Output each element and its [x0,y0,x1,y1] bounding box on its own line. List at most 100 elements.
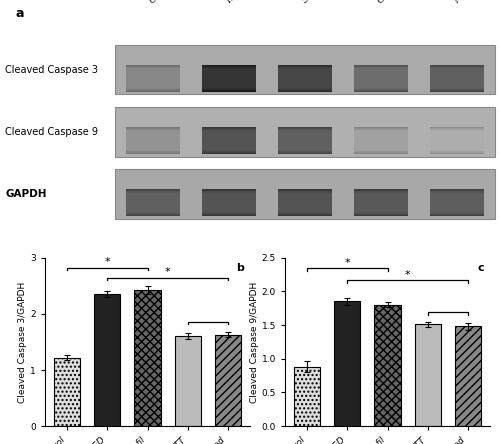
Bar [430,190,484,216]
Bar [430,193,484,213]
Bar [202,66,256,91]
Bar [126,128,180,153]
Bar [278,191,332,214]
Bar [430,128,484,153]
Bar [126,66,180,91]
Bar [126,130,180,151]
Bar [126,127,180,154]
Bar [354,128,408,153]
Bar [202,193,256,213]
Bar [354,191,408,214]
Bar [202,67,256,89]
Bar [354,66,408,91]
Bar [126,129,180,152]
Bar [126,130,180,151]
Bar [430,66,484,91]
Bar [126,189,180,216]
Bar [126,128,180,153]
Bar [430,192,484,214]
Bar [354,189,408,216]
Bar [202,190,256,215]
Bar [278,192,332,213]
Bar [354,190,408,215]
Bar [414,324,440,426]
Bar [278,128,332,153]
Bar [202,68,256,89]
Bar [202,128,256,153]
Bar [202,68,256,88]
Bar [202,66,256,91]
Bar [278,67,332,89]
Bar [202,127,256,154]
Bar [278,129,332,152]
Bar [202,192,256,213]
Bar [126,191,180,214]
Bar [354,65,408,91]
Bar [202,128,256,153]
Bar [126,191,180,214]
Bar [430,67,484,89]
Bar [126,67,180,90]
Bar [202,190,256,215]
Bar [430,128,484,153]
Bar [430,65,484,92]
Bar [430,66,484,91]
Text: Cleaved Caspase 3: Cleaved Caspase 3 [5,65,98,75]
Bar [202,130,256,151]
Bar [278,67,332,90]
Bar [430,190,484,215]
Bar [202,67,256,90]
Bar [278,67,332,89]
Bar [430,191,484,214]
Bar [430,67,484,90]
Bar [126,67,180,89]
Bar [430,191,484,214]
Bar [430,66,484,91]
Bar [354,129,408,152]
Bar [430,68,484,88]
Bar [278,127,332,154]
Bar [278,191,332,214]
Bar [202,193,256,213]
Bar [126,131,180,151]
Bar [430,189,484,216]
Bar [354,128,408,153]
Bar [134,290,160,426]
Bar [126,68,180,88]
Bar [126,129,180,152]
Bar [278,129,332,152]
Bar [278,68,332,89]
Bar [354,131,408,151]
Bar [354,190,408,216]
Bar [214,335,240,426]
Bar [202,65,256,92]
Bar [354,191,408,214]
Bar [278,131,332,151]
Bar [278,65,332,91]
Bar [278,128,332,153]
Bar [354,191,408,214]
Bar [202,130,256,151]
Bar [278,189,332,216]
Bar [278,192,332,213]
Bar [354,67,408,90]
Bar [278,189,332,216]
Bar [202,128,256,153]
Bar [278,190,332,215]
Bar [202,127,256,154]
Bar [430,190,484,215]
Bar [278,66,332,91]
Bar [354,67,408,89]
Bar [354,68,408,89]
Text: *: * [344,258,350,268]
Bar [278,65,332,91]
Bar [278,190,332,215]
Bar [430,127,484,154]
Bar [202,190,256,215]
Bar [278,193,332,213]
Bar [126,193,180,213]
Bar [126,67,180,90]
Text: GSTT: GSTT [376,0,400,5]
Bar [354,68,408,88]
Bar [202,190,256,215]
